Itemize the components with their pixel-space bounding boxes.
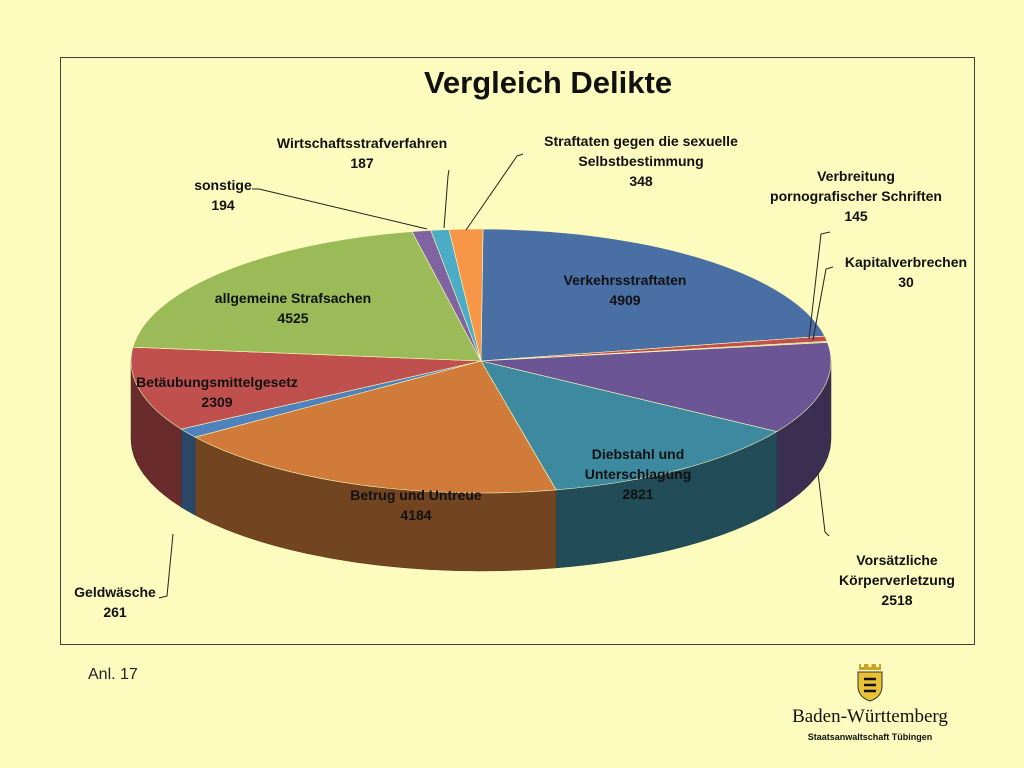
office-name: Staatsanwaltschaft Tübingen bbox=[807, 732, 933, 742]
leader-line bbox=[158, 533, 174, 599]
slice-label: Wirtschaftsstrafverfahren 187 bbox=[277, 135, 447, 171]
pie-slice bbox=[448, 228, 484, 362]
slice-label: Kapitalverbrechen 30 bbox=[845, 254, 967, 290]
pie-slice bbox=[132, 231, 482, 362]
pie-side bbox=[180, 428, 196, 516]
pie-slice bbox=[130, 346, 482, 430]
pie-slice bbox=[480, 342, 832, 432]
leader-line bbox=[812, 266, 834, 341]
leader-line bbox=[817, 472, 830, 537]
slice-label: allgemeine Strafsachen 4525 bbox=[215, 290, 371, 326]
slice-label: Betrug und Untreue 4184 bbox=[350, 487, 482, 523]
chart-title: Vergleich Delikte bbox=[424, 65, 672, 100]
leader-line bbox=[808, 231, 831, 340]
pie-chart: Vergleich Delikte Verkehrsstraftaten 4909… bbox=[74, 65, 967, 620]
slice-label: Vorsätzliche Körperverletzung 2518 bbox=[839, 552, 955, 608]
coat-of-arms-icon bbox=[857, 664, 883, 702]
leader-line bbox=[443, 169, 450, 229]
pie-slice bbox=[194, 360, 557, 494]
slice-label: Diebstahl und Unterschlagung 2821 bbox=[585, 446, 692, 502]
leader-line bbox=[465, 153, 524, 231]
slice-label: sonstige 194 bbox=[194, 177, 252, 213]
footer-note: Anl. 17 bbox=[88, 666, 138, 683]
slice-label: Straftaten gegen die sexuelle Selbstbesti… bbox=[544, 133, 738, 189]
chart-frame: Vergleich Delikte Verkehrsstraftaten 4909… bbox=[60, 57, 975, 645]
slice-label: Verbreitung pornografischer Schriften 145 bbox=[770, 168, 942, 224]
leader-line bbox=[252, 188, 428, 230]
pie-slice bbox=[480, 228, 826, 362]
logo-block: Baden-Württemberg Staatsanwaltschaft Tüb… bbox=[780, 662, 960, 752]
pie-slice bbox=[480, 360, 778, 491]
slice-label: Geldwäsche 261 bbox=[74, 584, 156, 620]
brand-name: Baden-Württemberg bbox=[792, 706, 948, 727]
slice-label: Betäubungsmittelgesetz 2309 bbox=[136, 374, 298, 410]
slice-label: Verkehrsstraftaten 4909 bbox=[564, 272, 687, 308]
